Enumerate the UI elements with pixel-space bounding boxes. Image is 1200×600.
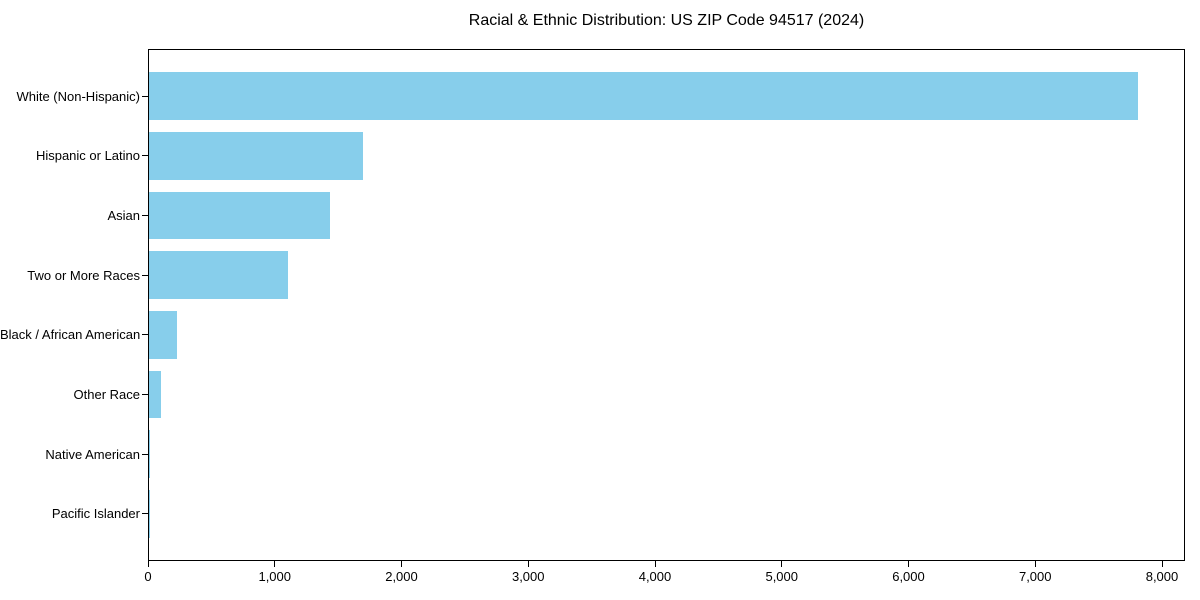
x-tick-label: 1,000 — [258, 569, 292, 584]
y-tick-label: Other Race — [73, 387, 140, 402]
x-tick-label: 7,000 — [1018, 569, 1052, 584]
x-tick-mark — [1161, 561, 1163, 567]
bar-black-african-american — [149, 310, 177, 359]
x-tick-label: 3,000 — [511, 569, 545, 584]
y-tick-label: Black / African American — [0, 327, 141, 343]
bar-white-non-hispanic — [149, 72, 1138, 120]
y-tick-label: Asian — [107, 207, 140, 223]
bar-two-or-more-races — [149, 251, 289, 300]
bar-hispanic-or-latino — [149, 131, 364, 180]
chart-title: Racial & Ethnic Distribution: US ZIP Cod… — [468, 12, 865, 29]
bar-other-race — [149, 370, 162, 419]
x-tick-mark — [654, 561, 656, 567]
y-tick-label: White (Non-Hispanic) — [16, 88, 140, 104]
plot-area — [148, 49, 1185, 561]
x-tick-mark — [274, 561, 276, 567]
y-tick-label: Hispanic or Latino — [35, 148, 140, 164]
x-tick-mark — [147, 561, 149, 567]
x-tick-label: 2,000 — [385, 569, 418, 584]
x-tick-label: 6,000 — [892, 569, 925, 584]
bar-pacific-islander — [149, 489, 150, 538]
y-tick-mark — [142, 334, 148, 336]
x-tick-mark — [908, 561, 909, 567]
y-tick-mark — [142, 453, 148, 455]
y-tick-mark — [142, 155, 148, 157]
x-tick-label: 5,000 — [765, 569, 799, 584]
y-tick-mark — [142, 95, 148, 97]
y-tick-label: Pacific Islander — [51, 506, 140, 522]
bar-asian — [149, 191, 331, 240]
x-tick-mark — [1034, 561, 1036, 567]
y-tick-label: Two or More Races — [27, 267, 140, 283]
x-tick-label: 0 — [144, 569, 152, 584]
bar-native-american — [149, 430, 151, 479]
y-tick-mark — [142, 274, 148, 276]
x-tick-label: 8,000 — [1145, 569, 1179, 584]
y-tick-mark — [142, 513, 148, 515]
x-tick-mark — [781, 561, 783, 567]
y-tick-mark — [142, 214, 148, 216]
y-tick-mark — [142, 394, 148, 395]
y-tick-label: Native American — [45, 446, 140, 462]
x-tick-mark — [401, 561, 402, 567]
x-tick-label: 4,000 — [638, 569, 672, 584]
x-tick-mark — [527, 561, 529, 567]
